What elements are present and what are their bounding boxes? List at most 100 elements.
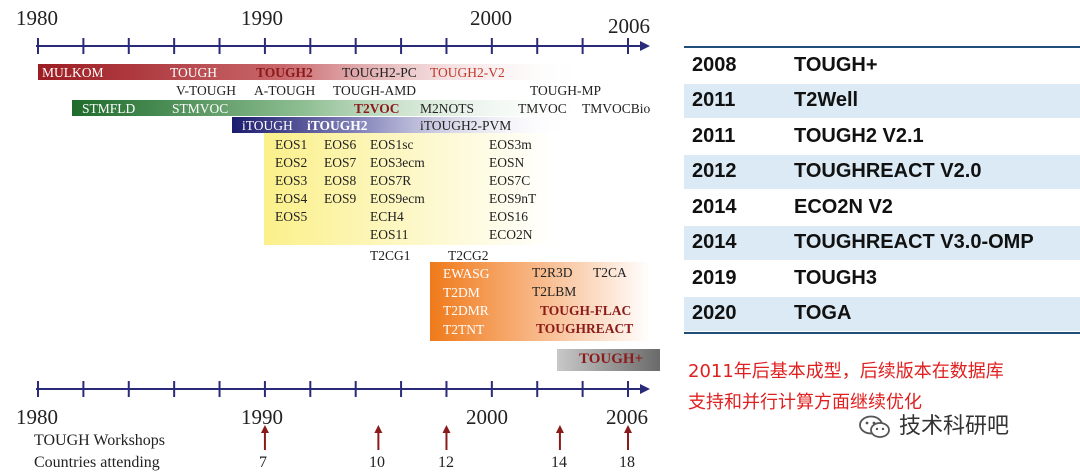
table-row: 2011 T2Well [684,83,1080,119]
eos-col-4: EOS3m EOSN EOS7C EOS9nT EOS16 ECO2N [489,136,536,244]
eos-col-3: EOS1sc EOS3ecm EOS7R EOS9ecm ECH4 EOS11 [370,136,425,244]
label-tough-plus: TOUGH+ [579,351,644,367]
label-itough: iTOUGH [242,118,293,133]
table-bottom-rule [684,332,1080,334]
table-row: 2014 ECO2N V2 [684,190,1080,226]
label-itough2: iTOUGH2 [307,118,368,133]
label-tough2-pc: TOUGH2-PC [342,65,417,80]
note-line-2: 支持和并行计算方面继续优化 [688,392,922,413]
workshop-arrowhead [374,425,383,433]
eos-col-2: EOS6 EOS7 EOS8 EOS9 [324,136,356,208]
workshop-count: 14 [551,454,567,471]
row-year: 2011 [692,89,736,112]
watermark-text: 技术科研吧 [899,414,1010,439]
label-t2r3d: T2R3D [532,265,573,280]
eos-item: EOS9nT [489,191,537,206]
label-t2cg2: T2CG2 [448,248,489,263]
workshop-count: 10 [369,454,385,471]
eos-item: EOS1 [275,137,308,152]
bottom-year-2000: 2000 [466,405,508,429]
row-name: T2Well [794,89,859,112]
row-name: TOUGH+ [794,53,878,76]
workshop-arrowhead [555,425,564,433]
row-name: TOUGHREACT V2.0 [794,160,982,183]
coupled-item: T2DMR [443,303,489,318]
top-year-2006: 2006 [608,14,650,38]
eos-item: EOS5 [275,209,308,224]
eos-item: ECO2N [489,227,533,242]
label-mulkom: MULKOM [42,65,104,80]
workshop-count: 12 [438,454,454,471]
label-v-tough: V-TOUGH [176,83,237,98]
label-countries-attending: Countries attending [34,454,160,471]
eos-item: EOS7 [324,155,357,170]
bar-tough-family [38,64,586,80]
row-year: 2019 [692,266,737,289]
eos-item: EOS2 [275,155,308,170]
label-stmvoc: STMVOC [172,101,229,116]
label-tough-workshops: TOUGH Workshops [34,432,166,449]
top-year-1980: 1980 [16,6,58,30]
eos-item: EOS8 [324,173,357,188]
row-year: 2014 [692,231,737,254]
label-m2nots: M2NOTS [420,101,475,116]
top-year-2000: 2000 [470,6,512,30]
row-name: TOUGH2 V2.1 [794,124,924,147]
label-t2lbm: T2LBM [532,284,577,299]
table-row: 2012 TOUGHREACT V2.0 [684,154,1080,190]
watermark: 技术科研吧 [858,408,1009,440]
bottom-timeline-axis [36,381,650,397]
workshop-count: 7 [259,454,267,471]
eos-item: EOS3 [275,173,308,188]
eos-item: EOS6 [324,137,357,152]
row-year: 2012 [692,160,737,183]
top-year-1990: 1990 [241,6,283,30]
label-tough-flac: TOUGH-FLAC [540,303,632,318]
release-table: 2008 TOUGH+ 2011 T2Well 2011 TOUGH2 V2.1 20… [684,46,1080,334]
table-row: 2014 TOUGHREACT V3.0-OMP [684,225,1080,261]
row-name: TOUGHREACT V3.0-OMP [794,231,1034,254]
note-line-1: 2011年后基本成型，后续版本在数据库 [688,361,1004,382]
orange-col-left: EWASG T2DM T2DMR T2TNT [443,265,490,339]
label-tough-amd: TOUGH-AMD [333,83,416,98]
bottom-year-1990: 1990 [241,405,283,429]
table-top-rule [684,46,1080,48]
label-stmfld: STMFLD [82,101,136,116]
top-timeline-axis [36,38,650,54]
bar-tough-plus [557,349,660,371]
box-eos-modules [264,133,554,245]
label-toughreact: TOUGHREACT [536,321,634,336]
row-year: 2011 [692,124,736,147]
workshop-arrows [260,425,632,450]
bottom-year-2006: 2006 [606,405,648,429]
eos-item: EOS4 [275,191,308,206]
label-tmvoc: TMVOC [518,101,567,116]
label-tough2: TOUGH2 [256,65,313,80]
table-row: 2020 TOGA [684,296,1080,332]
eos-item: EOS16 [489,209,529,224]
eos-item: EOS3ecm [370,155,425,170]
label-t2ca: T2CA [593,265,627,280]
label-tough: TOUGH [170,65,217,80]
label-t2voc: T2VOC [354,101,400,116]
eos-item: EOS7R [370,173,412,188]
row-year: 2014 [692,195,737,218]
table-row: 2019 TOUGH3 [684,261,1080,297]
eos-item: EOS11 [370,227,409,242]
label-tough-mp: TOUGH-MP [530,83,602,98]
bar-stmfld-family [72,100,592,116]
row-year: 2020 [692,302,737,325]
eos-item: EOSN [489,155,525,170]
workshop-arrowhead [624,425,632,433]
eos-item: EOS9ecm [370,191,425,206]
eos-item: EOS1sc [370,137,414,152]
row-name: TOGA [794,302,852,325]
bottom-year-1980: 1980 [16,405,58,429]
label-a-tough: A-TOUGH [254,83,316,98]
label-tmvocbio: TMVOCBio [582,101,651,116]
table-row: 2011 TOUGH2 V2.1 [684,119,1080,155]
coupled-item: EWASG [443,266,490,281]
row-name: ECO2N V2 [794,195,893,218]
label-tough2-v2: TOUGH2-V2 [430,65,505,80]
